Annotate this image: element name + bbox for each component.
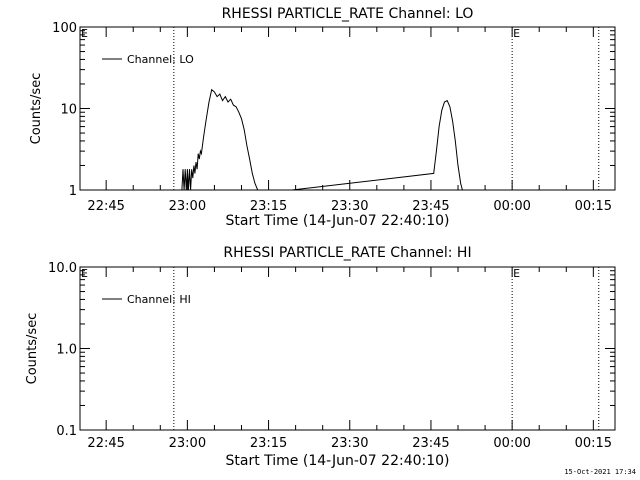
chart-title: RHESSI PARTICLE_RATE Channel: LO xyxy=(222,6,474,22)
legend-label: Channel: LO xyxy=(127,53,194,66)
series-line xyxy=(181,88,463,190)
chart-title: RHESSI PARTICLE_RATE Channel: HI xyxy=(223,245,471,261)
corner-event-label: E xyxy=(81,27,88,40)
x-tick-label: 23:30 xyxy=(331,199,368,214)
x-axis-label: Start Time (14-Jun-07 22:40:10) xyxy=(226,213,450,229)
x-tick-label: 23:30 xyxy=(331,436,368,451)
chart-panel-lo: RHESSI PARTICLE_RATE Channel: LO 1 10 100 22… xyxy=(29,6,616,229)
plot-frame xyxy=(79,26,616,191)
y-axis-label: Counts/sec xyxy=(25,313,40,385)
x-tick-label: 23:45 xyxy=(412,436,449,451)
plot-frame xyxy=(79,266,616,431)
x-tick-label: 23:15 xyxy=(250,436,287,451)
legend-label: Channel: HI xyxy=(127,293,191,306)
x-tick-label: 00:15 xyxy=(575,436,612,451)
x-tick-label: 00:15 xyxy=(575,199,612,214)
y-tick-label: 10.0 xyxy=(48,261,77,276)
y-axis-label: Counts/sec xyxy=(29,73,44,145)
y-tick-label: 100 xyxy=(52,21,77,36)
y-tick-label: 1 xyxy=(69,184,77,199)
x-tick-label: 23:00 xyxy=(169,436,206,451)
x-axis-label: Start Time (14-Jun-07 22:40:10) xyxy=(226,453,450,469)
y-tick-label: 1.0 xyxy=(56,343,77,358)
x-tick-label: 22:45 xyxy=(87,436,124,451)
plot-timestamp: 15-Oct-2021 17:34 xyxy=(564,468,636,476)
x-tick-label: 23:15 xyxy=(250,199,287,214)
y-tick-label: 10 xyxy=(60,103,77,118)
x-tick-label: 22:45 xyxy=(87,199,124,214)
x-tick-label: 23:00 xyxy=(169,199,206,214)
event-marker-label: E xyxy=(513,267,520,280)
chart-panel-hi: RHESSI PARTICLE_RATE Channel: HI 0.1 1.0 10… xyxy=(25,245,616,469)
x-tick-label: 00:00 xyxy=(493,436,530,451)
corner-event-label: E xyxy=(81,267,88,280)
x-tick-label: 00:00 xyxy=(493,199,530,214)
event-marker-label: E xyxy=(513,27,520,40)
x-tick-label: 23:45 xyxy=(412,199,449,214)
y-tick-label: 0.1 xyxy=(56,424,77,439)
